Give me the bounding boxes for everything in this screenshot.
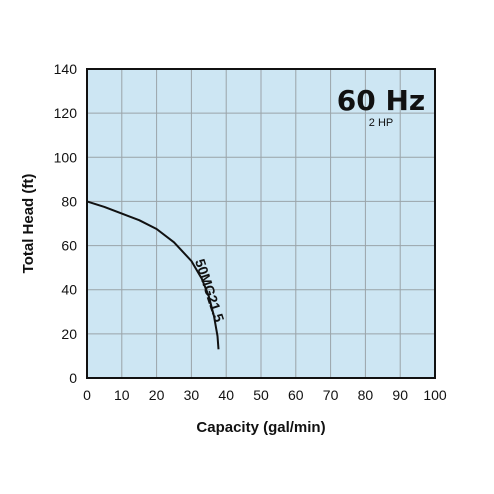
x-tick-label: 60 — [288, 387, 304, 403]
x-tick-label: 90 — [392, 387, 408, 403]
x-tick-label: 70 — [323, 387, 339, 403]
x-tick-label: 10 — [114, 387, 130, 403]
plot-border — [86, 68, 436, 379]
series-line — [86, 200, 220, 350]
power-label: 2 HP — [369, 117, 393, 129]
x-tick-label: 50 — [253, 387, 269, 403]
x-tick-labels: 0 10 20 30 40 50 60 70 80 90 100 — [83, 387, 447, 403]
x-tick-label: 0 — [83, 387, 91, 403]
y-tick-label: 60 — [61, 238, 77, 254]
y-tick-labels: 0 20 40 60 80 100 120 140 — [54, 61, 78, 386]
y-tick-label: 120 — [54, 105, 78, 121]
y-tick-label: 20 — [61, 326, 77, 342]
y-tick-label: 80 — [61, 193, 77, 209]
y-tick-label: 40 — [61, 282, 77, 298]
y-tick-label: 140 — [54, 61, 78, 77]
frequency-label: 60 Hz — [337, 84, 425, 117]
y-tick-label: 0 — [69, 370, 77, 386]
x-tick-label: 20 — [149, 387, 165, 403]
x-tick-label: 80 — [358, 387, 374, 403]
x-tick-label: 30 — [184, 387, 200, 403]
x-tick-label: 40 — [218, 387, 234, 403]
y-axis-title: Total Head (ft) — [20, 174, 37, 274]
x-axis-title: Capacity (gal/min) — [196, 419, 325, 436]
y-tick-label: 100 — [54, 149, 78, 165]
x-tick-label: 100 — [423, 387, 447, 403]
